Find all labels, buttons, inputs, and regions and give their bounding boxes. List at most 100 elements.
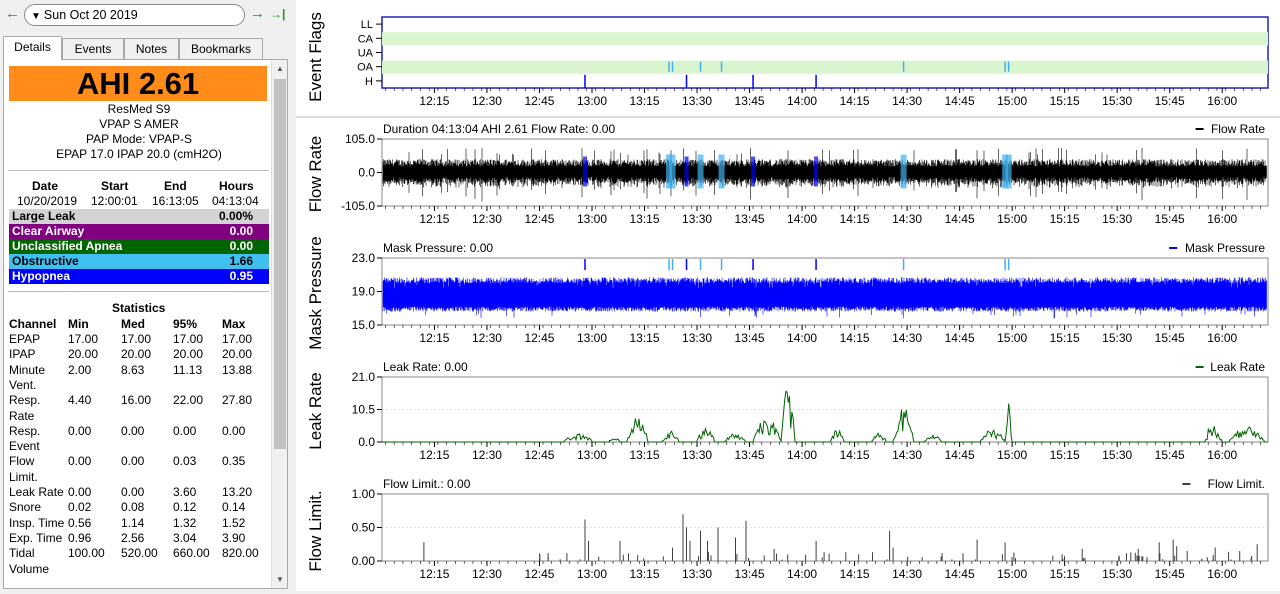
stats-value: 0.02 <box>68 500 92 515</box>
stats-value: 13.88 <box>222 362 253 377</box>
scroll-down-icon[interactable]: ▼ <box>276 575 284 584</box>
time-tick-label: 14:45 <box>945 448 975 462</box>
ytick-label: -105.0 <box>341 199 375 213</box>
ytick-label: 0.0 <box>358 435 375 449</box>
event-flags-plot <box>381 16 1269 89</box>
time-tick-label: 13:30 <box>682 331 712 345</box>
tab-details[interactable]: Details <box>3 36 62 60</box>
time-tick-label: 15:30 <box>1102 567 1132 581</box>
stats-value: 2.56 <box>121 530 145 545</box>
time-tick-label: 15:30 <box>1102 94 1132 108</box>
flag-label: CA <box>358 33 374 45</box>
stats-value: 0.08 <box>121 500 145 515</box>
last-day-icon[interactable]: →| <box>270 7 286 21</box>
time-tick-label: 16:00 <box>1207 448 1237 462</box>
tab-events[interactable]: Events <box>62 38 124 59</box>
graph-ylabel: Leak Rate <box>306 372 325 450</box>
time-tick-label: 14:30 <box>892 567 922 581</box>
stats-value: 0.14 <box>222 500 246 515</box>
stats-value: 0.00 <box>68 485 92 499</box>
time-tick-label: 14:45 <box>945 567 975 581</box>
flag-row-band <box>382 32 1268 46</box>
stats-channel: Event <box>9 439 40 454</box>
time-tick-label: 15:15 <box>1050 331 1080 345</box>
stats-channel: Exp. Time <box>9 530 63 545</box>
graph-legend: Flow Rate <box>1211 122 1265 136</box>
time-tick-label: 15:15 <box>1050 448 1080 462</box>
event-row: Unclassified Apnea 0.00 <box>9 239 269 254</box>
time-tick-label: 15:15 <box>1050 94 1080 108</box>
graph-ylabel: Flow Limit. <box>306 490 325 571</box>
time-tick-label: 12:15 <box>419 94 449 108</box>
stats-value: 20.00 <box>121 347 152 362</box>
stats-channel: Limit. <box>9 469 38 484</box>
time-tick-label: 12:45 <box>524 331 554 345</box>
stats-value: 20.00 <box>68 347 99 362</box>
time-tick-label: 12:45 <box>524 567 554 581</box>
time-tick-label: 12:30 <box>472 567 502 581</box>
session-header-date: Date <box>32 179 59 193</box>
ytick-label: 21.0 <box>352 370 376 384</box>
event-value: 0.95 <box>229 269 253 283</box>
time-tick-label: 15:00 <box>997 567 1027 581</box>
tab-bookmarks[interactable]: Bookmarks <box>179 38 263 59</box>
event-value: 0.00 <box>229 224 253 238</box>
time-tick-label: 14:00 <box>787 331 817 345</box>
divider <box>8 291 269 292</box>
date-dropdown[interactable]: ▼ Sun Oct 20 2019 <box>24 4 245 26</box>
oa-highlight <box>718 154 725 189</box>
time-tick-label: 13:00 <box>577 448 607 462</box>
stats-value: 0.96 <box>68 530 92 545</box>
time-tick-label: 13:30 <box>682 212 712 226</box>
event-name: Obstructive <box>12 254 79 268</box>
hypopnea-highlight <box>582 156 587 187</box>
stats-header: Min <box>68 317 89 331</box>
time-tick-label: 12:15 <box>419 448 449 462</box>
machine-name: ResMed S9 <box>107 102 171 116</box>
stats-channel: Vent. <box>9 377 37 392</box>
stats-value: 0.12 <box>173 500 197 515</box>
oa-highlight <box>1002 154 1009 189</box>
stats-value: 3.04 <box>173 530 197 545</box>
graph-ylabel: Flow Rate <box>306 136 325 213</box>
session-header-end: End <box>164 179 187 193</box>
time-tick-label: 14:15 <box>840 448 870 462</box>
scroll-thumb[interactable] <box>274 79 286 449</box>
stats-value: 1.14 <box>121 515 145 530</box>
graph-header: Flow Limit.: 0.00 <box>383 477 471 491</box>
stats-value: 2.00 <box>68 362 92 377</box>
time-tick-label: 14:30 <box>892 94 922 108</box>
stats-value: 0.00 <box>222 423 246 438</box>
stats-value: 820.00 <box>222 546 259 561</box>
prev-day-icon[interactable]: ← <box>5 5 20 22</box>
time-tick-label: 13:00 <box>577 567 607 581</box>
event-name: Unclassified Apnea <box>12 239 123 253</box>
flag-row-band <box>382 60 1268 74</box>
stats-header: Med <box>121 317 145 331</box>
stats-value: 4.40 <box>68 393 92 408</box>
stats-channel: Insp. Time <box>9 515 65 530</box>
event-row: Clear Airway 0.00 <box>9 224 269 239</box>
stats-channel: Rate <box>9 408 35 423</box>
stats-value: 0.35 <box>222 454 246 469</box>
stats-header: 95% <box>173 317 198 331</box>
graph-legend: Leak Rate <box>1210 360 1265 374</box>
next-day-icon[interactable]: → <box>250 5 265 22</box>
stats-value: 17.00 <box>68 332 99 346</box>
stats-value: 520.00 <box>121 546 158 561</box>
panel-scrollbar[interactable]: ▲ ▼ <box>271 60 287 588</box>
time-tick-label: 13:30 <box>682 448 712 462</box>
stats-value: 1.32 <box>173 515 197 530</box>
hypopnea-highlight <box>751 156 756 187</box>
graph-ylabel: Mask Pressure <box>306 236 325 349</box>
session-hours: 04:13:04 <box>212 194 259 208</box>
time-tick-label: 13:15 <box>630 94 660 108</box>
scroll-up-icon[interactable]: ▲ <box>276 64 284 73</box>
daily-graphs[interactable]: Event Flags LL CA UA OA H 12:15 12:30 12:45 13:00… <box>296 0 1280 591</box>
graph-header: Mask Pressure: 0.00 <box>383 241 493 255</box>
time-tick-label: 14:15 <box>840 567 870 581</box>
time-tick-label: 13:30 <box>682 94 712 108</box>
oa-highlight <box>669 154 676 189</box>
tab-notes[interactable]: Notes <box>124 38 179 59</box>
time-tick-label: 13:30 <box>682 567 712 581</box>
